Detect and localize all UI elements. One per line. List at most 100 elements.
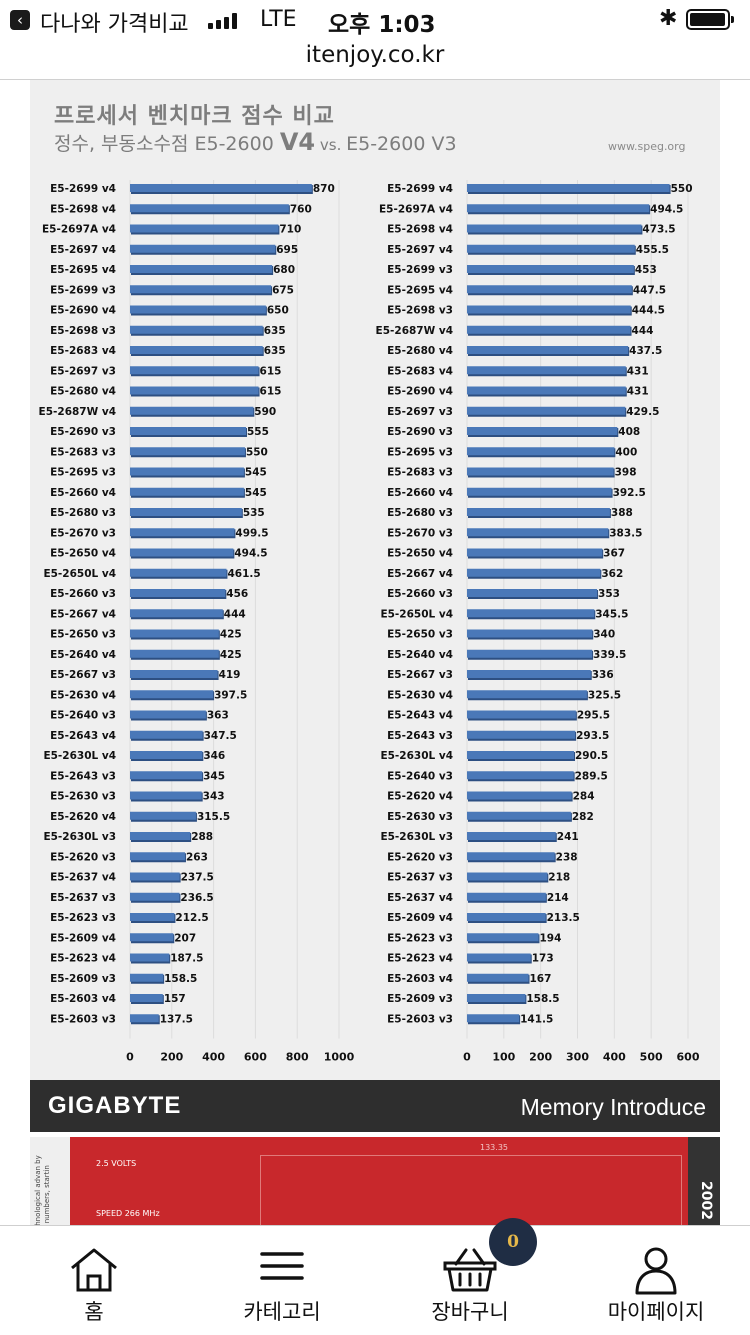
bar: [467, 730, 576, 739]
bar: [467, 832, 556, 840]
bar: [130, 265, 273, 273]
category-label: E5-2630 v3: [50, 791, 116, 803]
bar: [130, 244, 276, 253]
category-label: E5-2699 v3: [50, 284, 116, 296]
data-label: 615: [260, 386, 282, 398]
category-label: E5-2699 v4: [50, 183, 116, 195]
bar: [130, 184, 312, 192]
tab-cart[interactable]: 장바구니: [376, 1226, 564, 1335]
data-label: 397.5: [214, 689, 247, 701]
category-label: E5-2643 v3: [50, 770, 116, 782]
category-label: E5-2620 v4: [387, 791, 453, 803]
category-label: E5-2620 v3: [387, 851, 453, 863]
data-label: 545: [245, 467, 267, 479]
bar: [467, 305, 631, 314]
bar: [467, 427, 618, 435]
data-label: 431: [627, 365, 649, 377]
bar: [130, 953, 170, 962]
category-label: E5-2623 v3: [50, 912, 116, 924]
bar: [130, 973, 164, 982]
category-label: E5-2680 v3: [50, 507, 116, 519]
x-tick-label: 0: [126, 1051, 134, 1064]
benchmark-infographic: 0 200 400 600 800 1000 E5-2699 v4 870 E5-2698 v4…: [30, 80, 720, 1080]
data-label: 353: [598, 588, 620, 600]
bar: [130, 872, 180, 881]
menu-icon: [260, 1252, 304, 1280]
back-to-app-icon[interactable]: ‹: [10, 10, 30, 30]
data-label: 550: [671, 183, 693, 195]
data-label: 241: [557, 831, 579, 843]
category-label: E5-2683 v4: [50, 345, 116, 357]
category-label: E5-2667 v3: [50, 669, 116, 681]
cart-count-badge[interactable]: 0: [489, 1218, 537, 1266]
tab-mypage[interactable]: 마이페이지: [562, 1226, 750, 1335]
data-label: 710: [279, 224, 301, 236]
category-label: E5-2683 v3: [50, 446, 116, 458]
category-label: E5-2650 v4: [387, 548, 453, 560]
category-label: E5-2695 v4: [50, 264, 116, 276]
memory-side-note: Technological advan by the numbers, star…: [30, 1137, 70, 1225]
bar: [130, 548, 234, 557]
subtitle-vs: vs.: [315, 136, 347, 154]
category-label: E5-2630L v3: [43, 831, 116, 843]
bar: [467, 589, 598, 597]
tab-mypage-label: 마이페이지: [607, 1300, 705, 1324]
bar: [467, 346, 629, 354]
data-label: 870: [313, 183, 335, 195]
url-bar[interactable]: itenjoy.co.kr: [0, 40, 750, 80]
x-tick-label: 200: [529, 1051, 552, 1064]
memory-infographic: Technological advan by the numbers, star…: [30, 1137, 720, 1225]
data-label: 447.5: [633, 284, 666, 296]
bar: [130, 811, 196, 820]
bar: [467, 751, 575, 759]
category-label: E5-2603 v4: [50, 993, 116, 1005]
data-label: 444: [224, 608, 246, 620]
page-content[interactable]: 0 200 400 600 800 1000 E5-2699 v4 870 E5-2698 v4…: [0, 80, 750, 1225]
x-tick-label: 500: [640, 1051, 663, 1064]
x-tick-label: 400: [603, 1051, 626, 1064]
data-label: 461.5: [227, 568, 260, 580]
person-icon: [635, 1247, 677, 1295]
x-tick-label: 200: [160, 1051, 183, 1064]
bar: [467, 791, 572, 800]
data-label: 615: [260, 365, 282, 377]
data-label: 555: [247, 426, 269, 438]
bar: [130, 224, 279, 233]
x-tick-label: 100: [492, 1051, 515, 1064]
category-label: E5-2637 v3: [50, 892, 116, 904]
data-label: 695: [276, 244, 298, 256]
bar: [467, 670, 591, 678]
data-label: 456: [226, 588, 248, 600]
bar: [467, 406, 626, 415]
data-label: 347.5: [204, 730, 237, 742]
tab-cart-label: 장바구니: [431, 1300, 509, 1324]
data-label: 158.5: [164, 973, 197, 985]
bar: [130, 649, 219, 658]
category-label: E5-2623 v4: [387, 953, 453, 965]
bar: [467, 325, 631, 334]
bar: [467, 568, 601, 577]
data-label: 425: [220, 649, 242, 661]
back-app-label[interactable]: 다나와 가격비교: [40, 12, 189, 37]
data-label: 345: [203, 770, 225, 782]
bar: [130, 852, 185, 861]
tab-category[interactable]: 카테고리: [188, 1226, 376, 1335]
memory-board-image: 133.35 2.5 VOLTS SPEED 266 MHz: [70, 1137, 688, 1225]
bar: [130, 487, 244, 496]
data-label: 550: [246, 446, 268, 458]
gigabyte-banner: GIGABYTE Memory Introduce: [30, 1080, 720, 1132]
bar: [467, 872, 548, 881]
data-label: 343: [203, 791, 225, 803]
category-label: E5-2640 v3: [387, 770, 453, 782]
data-label: 315.5: [197, 811, 230, 823]
data-label: 288: [191, 831, 213, 843]
bar: [467, 285, 632, 294]
memory-voltage: 2.5 VOLTS: [96, 1159, 137, 1168]
tab-home[interactable]: 홈: [0, 1226, 188, 1335]
data-label: 419: [219, 669, 241, 681]
bar: [130, 791, 202, 800]
category-label: E5-2650 v3: [50, 629, 116, 641]
bar: [130, 406, 254, 415]
data-label: 218: [548, 872, 570, 884]
bluetooth-icon: ✱: [659, 6, 678, 31]
